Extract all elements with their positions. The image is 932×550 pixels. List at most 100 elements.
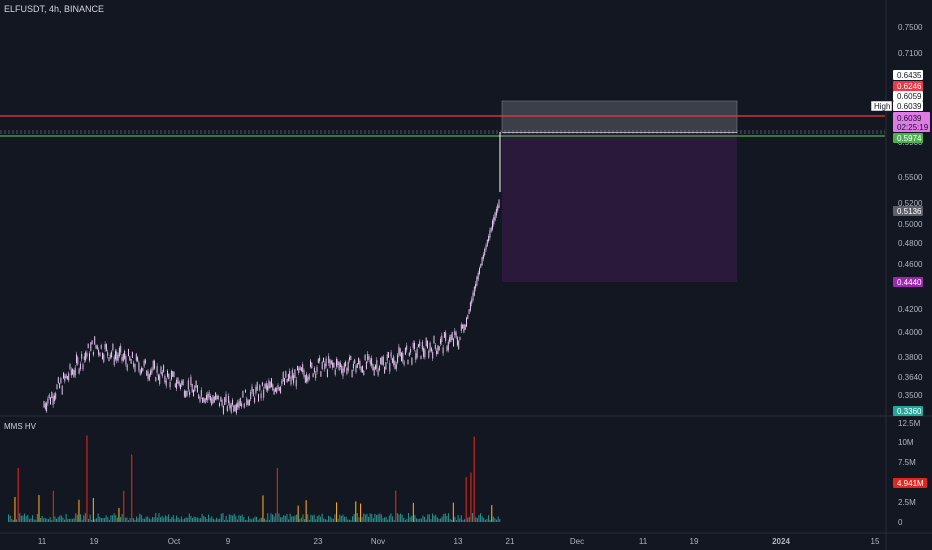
candle-body [394, 361, 396, 369]
volume-bar [75, 513, 77, 522]
volume-bar [22, 515, 24, 522]
time-tick-label: Oct [168, 537, 181, 546]
volume-bar [131, 454, 133, 522]
volume-bar [67, 519, 69, 522]
volume-bar [236, 519, 238, 522]
candle-body [51, 391, 53, 398]
candle-body [151, 368, 153, 374]
candle-body [187, 380, 189, 390]
price-tick-label: 0.5000 [898, 220, 923, 229]
volume-bar [232, 515, 234, 522]
candle-body [484, 249, 486, 256]
candle-body [417, 344, 419, 348]
candle-body [343, 363, 345, 372]
candle-body [128, 349, 129, 357]
volume-bar [457, 515, 459, 522]
candle-body [393, 356, 395, 365]
volume-bar [409, 517, 411, 522]
volume-bar [16, 519, 18, 522]
candle-body [269, 381, 271, 389]
volume-bar [312, 515, 314, 522]
volume-bar [395, 490, 397, 522]
candle-body [235, 404, 237, 414]
volume-bar [184, 518, 186, 522]
volume-bar [196, 517, 198, 522]
candle-body [79, 363, 81, 370]
volume-bar [64, 519, 66, 522]
symbol-title[interactable]: ELFUSDT, 4h, BINANCE [4, 4, 105, 14]
candle-body [488, 235, 490, 242]
volume-bar [417, 519, 419, 522]
volume-bar [267, 513, 269, 522]
candle-body [172, 371, 174, 377]
volume-bar [372, 518, 374, 522]
candle-body [378, 366, 380, 371]
volume-bar [416, 518, 418, 522]
svg-text:0.6435: 0.6435 [897, 71, 922, 80]
candle-body [281, 380, 283, 385]
volume-bar [251, 519, 253, 522]
volume-bar [356, 513, 358, 522]
candle-body [86, 352, 88, 357]
volume-bar [342, 514, 344, 522]
candle-body [390, 352, 392, 358]
candle-body [403, 361, 405, 365]
candle-body [398, 346, 400, 355]
candle-body [216, 395, 218, 400]
candle-body [246, 398, 248, 405]
volume-bar [305, 500, 307, 522]
volume-bar [171, 517, 173, 522]
candle-body [256, 382, 258, 391]
position-tool[interactable] [501, 100, 738, 282]
candle-body [467, 314, 469, 319]
volume-bar [392, 516, 394, 522]
volume-bar [52, 490, 54, 522]
candle-body [395, 364, 397, 369]
candle-body [66, 376, 68, 380]
time-axis[interactable]: 11 19 Oct 9 23 Nov 13 21 Dec 11 19 2024 15 [38, 537, 880, 546]
horizontal-lines[interactable] [0, 115, 885, 137]
volume-bar [43, 518, 45, 522]
candle-body [432, 352, 434, 359]
candle-body [293, 375, 295, 384]
candle-body [272, 384, 274, 391]
volume-bar [132, 517, 134, 522]
price-tick-label: 0.7500 [898, 23, 923, 32]
svg-text:0.6059: 0.6059 [897, 92, 922, 101]
candle-body [126, 364, 128, 371]
indicator-title[interactable]: MMS HV [4, 422, 36, 431]
volume-bar [99, 516, 101, 522]
candle-body [350, 355, 352, 360]
candle-body [178, 381, 180, 386]
volume-bar [332, 518, 334, 522]
candle-body [73, 369, 75, 378]
candle-body [131, 351, 133, 358]
volume-bar [233, 513, 235, 522]
candle-body [181, 381, 183, 386]
volume-bar [244, 520, 246, 522]
candle-body [369, 360, 371, 364]
candle-body [102, 353, 103, 359]
volume-bar [30, 518, 32, 522]
volume-bar [144, 518, 146, 522]
volume-bar [472, 513, 474, 522]
volume-bar [259, 518, 261, 522]
candle-body [95, 345, 97, 349]
volume-bar [443, 514, 445, 522]
volume-bar [163, 517, 165, 522]
candle-body [408, 352, 410, 356]
time-tick-label: Nov [371, 537, 385, 546]
volume-bar [254, 516, 256, 522]
candle-body [105, 344, 107, 351]
time-tick-label: 23 [314, 537, 323, 546]
volume-bar [8, 514, 10, 522]
candle-body [494, 212, 496, 221]
candle-body [365, 361, 367, 370]
candle-body [268, 380, 270, 389]
volume-bar [32, 515, 34, 522]
candle-body [333, 362, 335, 368]
